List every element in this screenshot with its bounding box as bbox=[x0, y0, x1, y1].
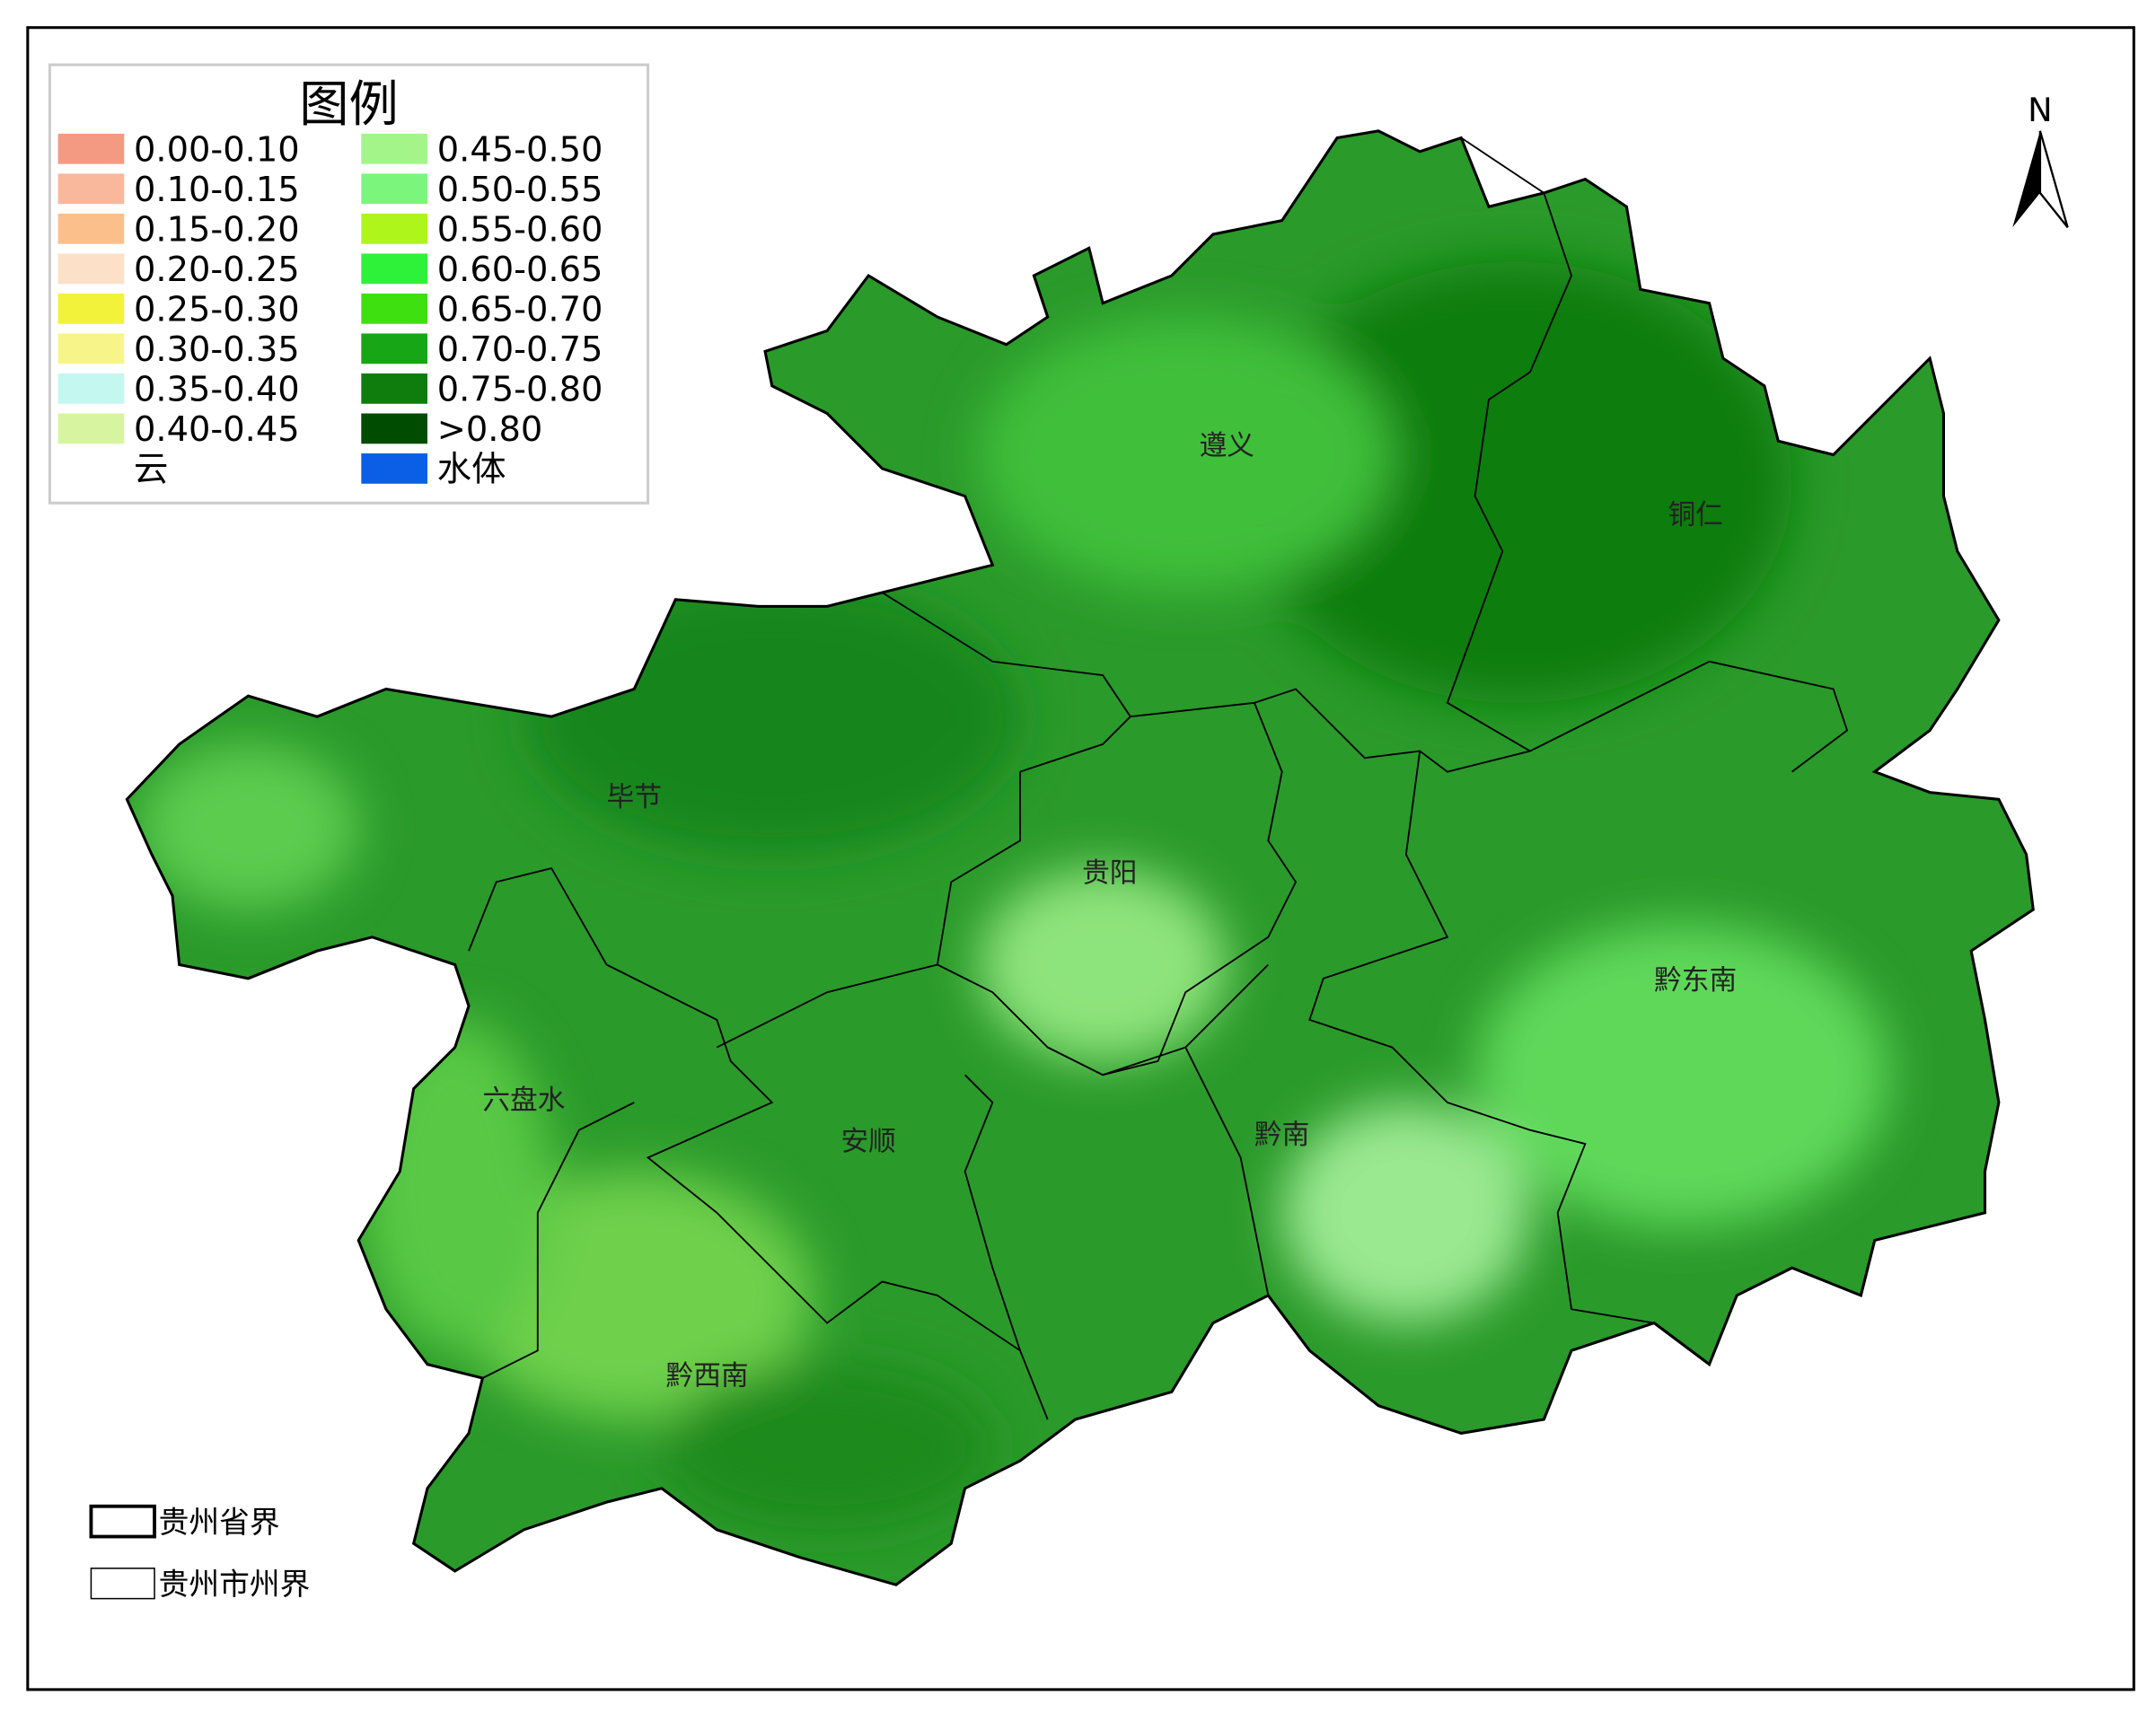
legend-swatch bbox=[57, 253, 125, 285]
region-label: 安顺 bbox=[840, 1127, 895, 1158]
region-label: 六盘水 bbox=[482, 1085, 565, 1117]
legend-swatch bbox=[361, 413, 427, 444]
boundary-swatch bbox=[89, 1504, 156, 1539]
region-label: 毕节 bbox=[607, 782, 662, 813]
map-frame bbox=[26, 26, 2135, 1691]
legend-label: 0.20-0.25 bbox=[134, 250, 300, 290]
legend-label: 0.55-0.60 bbox=[437, 210, 603, 250]
legend-label: 0.45-0.50 bbox=[437, 130, 603, 171]
region-label: 黔西南 bbox=[666, 1361, 749, 1392]
boundary-swatch bbox=[90, 1568, 155, 1600]
legend-label: 0.25-0.30 bbox=[134, 290, 300, 330]
legend-swatch bbox=[361, 293, 427, 324]
legend-swatch bbox=[361, 333, 427, 365]
legend-swatch bbox=[361, 173, 427, 205]
legend-label: 0.00-0.10 bbox=[134, 130, 300, 171]
legend-label: 0.60-0.65 bbox=[437, 250, 603, 290]
legend: 图例 0.00-0.100.10-0.150.15-0.200.20-0.250… bbox=[48, 63, 650, 505]
legend-label: 0.65-0.70 bbox=[437, 290, 603, 330]
legend-swatch bbox=[57, 133, 125, 164]
north-arrow: N bbox=[2012, 91, 2069, 228]
region-label: 贵阳 bbox=[1082, 857, 1137, 889]
legend-label: 0.10-0.15 bbox=[134, 170, 300, 210]
legend-swatch bbox=[57, 293, 125, 324]
legend-title: 图例 bbox=[299, 76, 399, 134]
legend-swatch bbox=[57, 413, 125, 444]
legend-label: 水体 bbox=[437, 450, 506, 490]
legend-swatch bbox=[361, 373, 427, 404]
legend-label: 0.30-0.35 bbox=[134, 329, 300, 370]
legend-label: 0.75-0.80 bbox=[437, 370, 603, 410]
legend-swatch bbox=[361, 133, 427, 164]
legend-label: 0.15-0.20 bbox=[134, 210, 300, 250]
region-label: 遵义 bbox=[1200, 431, 1254, 462]
north-label: N bbox=[2028, 91, 2053, 129]
legend-box bbox=[48, 63, 650, 505]
legend-swatch bbox=[57, 333, 125, 365]
legend-swatch bbox=[57, 173, 125, 205]
region-label: 铜仁 bbox=[1668, 499, 1722, 531]
legend-swatch bbox=[361, 453, 427, 484]
region-label: 黔东南 bbox=[1654, 965, 1737, 997]
boundary-label: 贵州省界 bbox=[159, 1505, 280, 1540]
legend-label: 0.40-0.45 bbox=[134, 409, 300, 450]
legend-swatch bbox=[57, 213, 125, 244]
legend-swatch bbox=[361, 213, 427, 244]
legend-swatch bbox=[361, 253, 427, 285]
ndvi-raster bbox=[127, 130, 2034, 1586]
legend-swatch bbox=[57, 373, 125, 404]
legend-label: 0.70-0.75 bbox=[437, 329, 603, 370]
legend-label: 0.35-0.40 bbox=[134, 370, 300, 410]
legend-label: 0.50-0.55 bbox=[437, 170, 603, 210]
legend-label: 云 bbox=[134, 450, 168, 490]
legend-label: >0.80 bbox=[437, 409, 543, 450]
boundary-label: 贵州市州界 bbox=[159, 1567, 311, 1602]
region-label: 黔南 bbox=[1254, 1120, 1309, 1151]
prefecture-boundaries bbox=[468, 136, 1849, 1420]
